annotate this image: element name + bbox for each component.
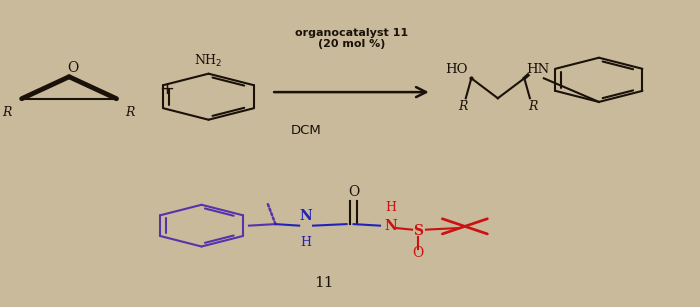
Text: organocatalyst 11
(20 mol %): organocatalyst 11 (20 mol %) <box>295 28 408 49</box>
Text: O: O <box>412 246 423 260</box>
Text: 11: 11 <box>314 276 333 290</box>
Text: +: + <box>159 80 174 98</box>
Text: DCM: DCM <box>290 124 321 137</box>
Text: R: R <box>125 107 134 119</box>
Text: NH$_2$: NH$_2$ <box>194 53 223 69</box>
Text: R: R <box>458 100 468 113</box>
Text: N: N <box>384 219 397 233</box>
Text: S: S <box>413 224 423 238</box>
Text: O: O <box>67 61 78 75</box>
Text: HN: HN <box>526 63 550 76</box>
Text: O: O <box>348 185 359 199</box>
Text: H: H <box>300 236 312 249</box>
Text: H: H <box>385 201 396 214</box>
Text: R: R <box>2 107 11 119</box>
Text: N: N <box>300 208 312 223</box>
Text: R: R <box>528 100 538 113</box>
Text: HO: HO <box>445 63 468 76</box>
